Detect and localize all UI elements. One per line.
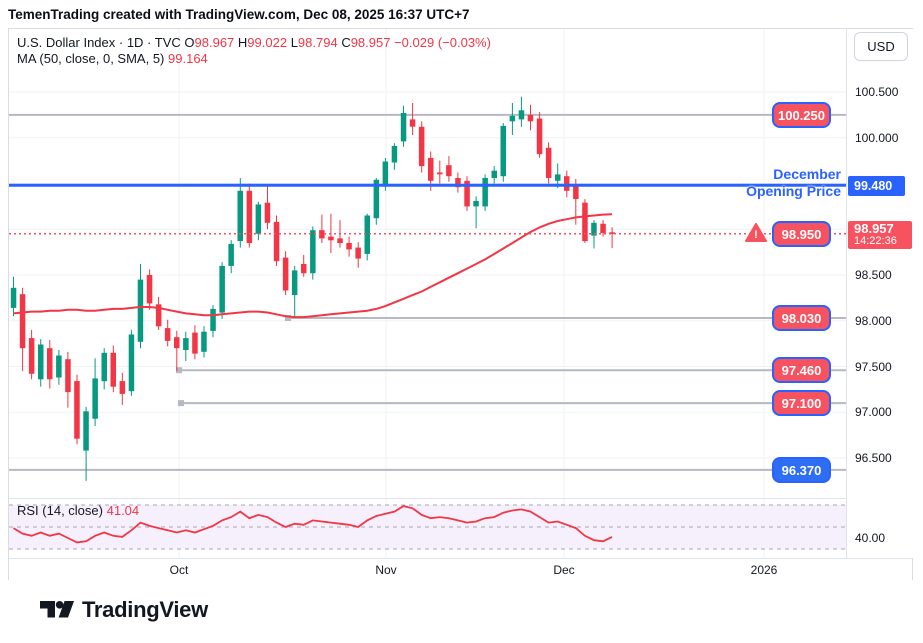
ohlc-value: 99.022 — [247, 35, 288, 50]
tradingview-wordmark: TradingView — [82, 596, 208, 622]
ohlc-value: 98.967 — [194, 35, 235, 50]
ohlc-key: O — [184, 35, 195, 50]
tradingview-mark-icon — [40, 601, 74, 618]
opening-price-axis-label: 99.480 — [848, 176, 905, 196]
symbol-title: U.S. Dollar Index · 1D · TVC — [17, 35, 181, 50]
time-axis[interactable]: Oct Nov Dec 2026 — [9, 558, 912, 581]
ohlc-value: 98.957 — [350, 35, 391, 50]
main-pane-svg[interactable] — [9, 29, 846, 498]
price-tick-label: 97.000 — [855, 405, 892, 419]
ohlc-key: C — [341, 35, 351, 50]
time-tick-label: Dec — [553, 563, 575, 577]
attribution-text: TemenTrading created with TradingView.co… — [8, 7, 470, 22]
price-level-pill[interactable]: 97.460 — [772, 357, 831, 383]
rsi-value: 41.04 — [106, 503, 140, 518]
chart-frame: U.S. Dollar Index · 1D · TVC O98.967 H99… — [8, 28, 913, 581]
legend-symbol-row: U.S. Dollar Index · 1D · TVC O98.967 H99… — [17, 35, 491, 50]
price-tick-label: 98.000 — [855, 314, 892, 328]
price-level-pill[interactable]: 98.030 — [772, 305, 831, 331]
current-price-axis-label: 98.957 14:22:36 — [848, 221, 912, 249]
time-tick-label: Oct — [169, 563, 189, 577]
opening-price-note[interactable]: December Opening Price — [746, 166, 841, 199]
svg-text:!: ! — [754, 229, 758, 241]
pane-separator[interactable] — [9, 498, 912, 499]
rsi-tick-label: 40.00 — [855, 531, 886, 545]
price-level-pill[interactable]: 97.100 — [772, 390, 831, 416]
price-tick-label: 98.500 — [855, 268, 892, 282]
tradingview-logo[interactable]: TradingView — [40, 596, 208, 623]
ohlc-key: L — [290, 35, 298, 50]
ohlc-value: 98.794 — [297, 35, 338, 50]
change-value: −0.029 (−0.03%) — [394, 35, 491, 50]
ma-label: MA (50, close, 0, SMA, 5) — [17, 51, 165, 66]
price-level-pill[interactable]: 98.950 — [772, 221, 831, 247]
alert-icon[interactable]: ! — [745, 223, 767, 247]
time-tick-label: 2026 — [750, 563, 778, 577]
currency-button[interactable]: USD — [854, 32, 908, 61]
legend-ma-row: MA (50, close, 0, SMA, 5) 99.164 — [17, 51, 208, 66]
price-tick-label: 96.500 — [855, 451, 892, 465]
price-level-pill[interactable]: 96.370 — [772, 457, 831, 483]
time-tick-label: Nov — [375, 563, 397, 577]
ohlc-key: H — [237, 35, 248, 50]
price-level-pill[interactable]: 100.250 — [772, 102, 831, 128]
price-tick-label: 100.000 — [855, 131, 899, 145]
ma-value: 99.164 — [168, 51, 208, 66]
price-axis[interactable]: USD 99.480 98.957 14:22:36 100.500 100.00… — [846, 29, 913, 558]
ohlc-values: O98.967 H99.022 L98.794 C98.957 — [184, 35, 390, 50]
rsi-pane-svg[interactable] — [9, 498, 846, 558]
legend-rsi-row: RSI (14, close) 41.04 — [17, 503, 139, 518]
rsi-label: RSI (14, close) — [17, 503, 103, 518]
price-tick-label: 100.500 — [855, 85, 899, 99]
price-tick-label: 97.500 — [855, 360, 892, 374]
